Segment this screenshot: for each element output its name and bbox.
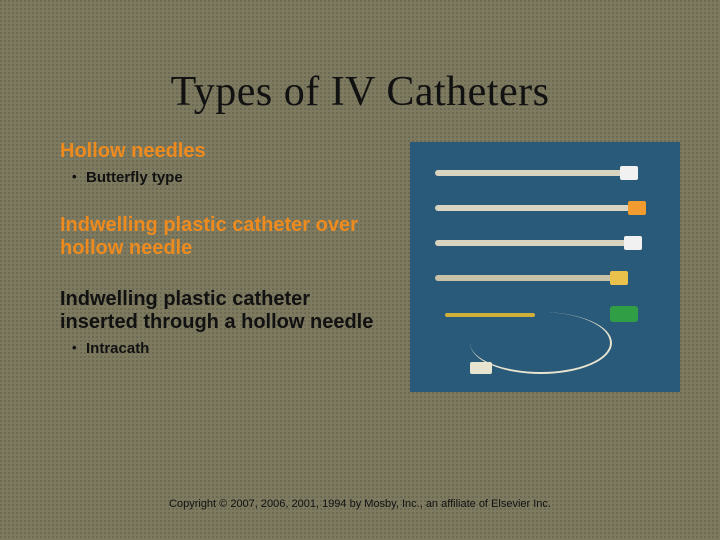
catheter-1-shaft bbox=[435, 170, 625, 176]
content-area: Hollow needles Butterfly type Indwelling… bbox=[60, 140, 390, 385]
subbullet-butterfly: Butterfly type bbox=[86, 169, 390, 186]
catheter-4-hub bbox=[610, 271, 628, 285]
bullet-block-2: Indwelling plastic catheter over hollow … bbox=[60, 214, 390, 260]
bullet-block-1: Hollow needles Butterfly type bbox=[60, 140, 390, 186]
catheter-3-hub bbox=[624, 236, 642, 250]
copyright-text: Copyright © 2007, 2006, 2001, 1994 by Mo… bbox=[0, 498, 720, 510]
butterfly-connector bbox=[470, 362, 492, 374]
butterfly-wing bbox=[610, 306, 638, 322]
subbullet-intracath: Intracath bbox=[86, 340, 390, 357]
catheter-3-shaft bbox=[435, 240, 630, 246]
catheter-2-shaft bbox=[435, 205, 635, 211]
slide: Types of IV Catheters Hollow needles But… bbox=[0, 0, 720, 540]
bullet-indwelling-over: Indwelling plastic catheter over hollow … bbox=[60, 214, 390, 260]
slide-title: Types of IV Catheters bbox=[0, 68, 720, 116]
bullet-block-3: Indwelling plastic catheter inserted thr… bbox=[60, 288, 390, 357]
catheter-2-hub bbox=[628, 201, 646, 215]
bullet-indwelling-through: Indwelling plastic catheter inserted thr… bbox=[60, 288, 390, 334]
bullet-hollow-needles: Hollow needles bbox=[60, 140, 390, 163]
catheter-figure bbox=[410, 142, 680, 392]
catheter-4-shaft bbox=[435, 275, 615, 281]
catheter-1-hub bbox=[620, 166, 638, 180]
